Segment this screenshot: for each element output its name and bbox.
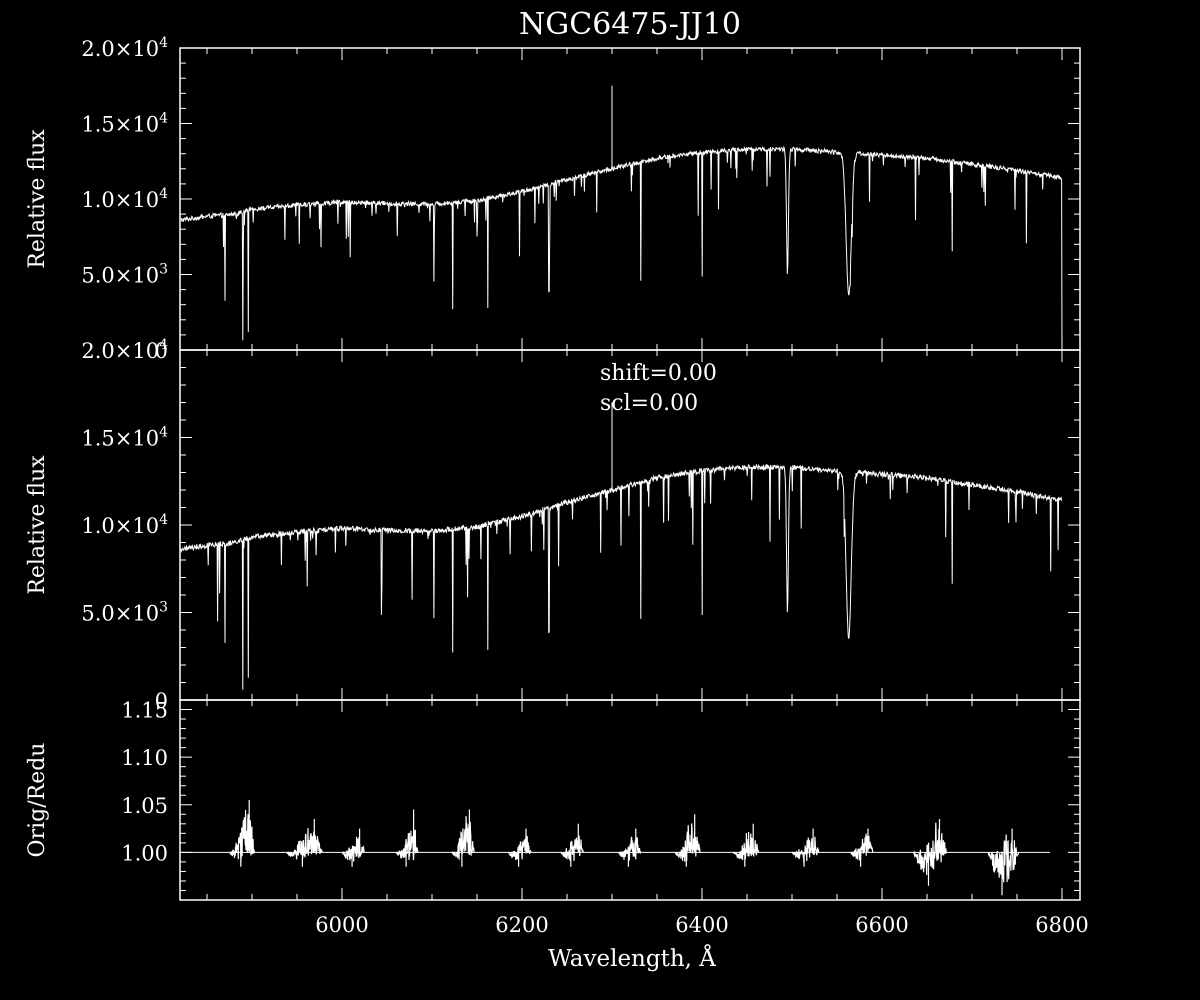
y-tick-label-exponent: 4 bbox=[159, 186, 168, 202]
x-tick-label: 6600 bbox=[855, 913, 908, 937]
y-tick-label-text: 0 bbox=[155, 339, 168, 363]
y-tick-label: 1.10 bbox=[121, 746, 168, 770]
y-tick-label-exponent: 4 bbox=[159, 425, 168, 441]
top-ylabel: Relative flux bbox=[25, 129, 50, 269]
y-tick-label-text: 1.00 bbox=[121, 841, 168, 865]
y-tick-label-exponent: 4 bbox=[159, 35, 168, 51]
ratio-segment bbox=[395, 809, 419, 867]
middle-ylabel: Relative flux bbox=[25, 455, 50, 595]
y-tick-label: 1.0×104 bbox=[81, 512, 168, 538]
top-frame bbox=[179, 47, 1081, 351]
ratio-segment bbox=[791, 828, 820, 867]
y-tick-label: 0 bbox=[155, 689, 168, 713]
bottom-panel: 1.00 1.05 1.10 1.15 Orig/Redu 6000 6200 6400 660… bbox=[25, 699, 1089, 972]
y-tick-label-text: 5.0×10 bbox=[81, 264, 159, 288]
y-tick-label-text: 1.5×10 bbox=[81, 113, 159, 137]
y-tick-label: 1.5×104 bbox=[81, 111, 168, 137]
y-tick-label: 0 bbox=[155, 339, 168, 363]
y-tick-label: 5.0×103 bbox=[81, 262, 168, 288]
middle-spectrum-line bbox=[179, 463, 1063, 690]
annotation-1: scl=0.00 bbox=[600, 391, 698, 416]
ratio-segment bbox=[674, 814, 701, 867]
y-tick-label-text: 1.10 bbox=[121, 746, 168, 770]
annotation-0: shift=0.00 bbox=[600, 361, 717, 386]
ratio-segment bbox=[732, 823, 760, 867]
y-tick-label: 2.0×104 bbox=[81, 337, 168, 363]
x-axis-label: Wavelength, Å bbox=[548, 944, 716, 972]
x-tick-label: 6400 bbox=[675, 913, 728, 937]
ratio-segment bbox=[560, 823, 584, 867]
ratio-segment bbox=[341, 828, 365, 867]
y-tick-label-text: 1.5×10 bbox=[81, 427, 159, 451]
y-tick-label-exponent: 4 bbox=[159, 512, 168, 528]
x-tick-label: 6000 bbox=[315, 913, 368, 937]
ratio-segment bbox=[508, 828, 532, 867]
y-tick-label-text: 1.0×10 bbox=[81, 514, 159, 538]
y-tick-label: 1.0×104 bbox=[81, 186, 168, 212]
y-tick-label: 1.00 bbox=[121, 841, 168, 865]
y-tick-label-text: 1.15 bbox=[121, 699, 168, 723]
y-tick-label-exponent: 3 bbox=[159, 600, 168, 616]
ratio-segment bbox=[912, 819, 948, 886]
y-tick-label-text: 2.0×10 bbox=[81, 339, 159, 363]
y-tick-label: 2.0×104 bbox=[81, 35, 168, 61]
y-tick-label-exponent: 3 bbox=[159, 262, 168, 278]
chart-title: NGC6475-JJ10 bbox=[519, 7, 741, 42]
x-tick-label: 6200 bbox=[495, 913, 548, 937]
ratio-segment bbox=[451, 809, 475, 867]
bottom-frame bbox=[179, 699, 1081, 901]
ratio-segment bbox=[987, 828, 1020, 896]
y-tick-label: 1.5×104 bbox=[81, 425, 168, 451]
y-tick-label-text: 1.05 bbox=[121, 794, 168, 818]
ratio-segment bbox=[229, 800, 256, 867]
y-tick-label-exponent: 4 bbox=[159, 111, 168, 127]
y-tick-label-text: 5.0×10 bbox=[81, 602, 159, 626]
bottom-ylabel: Orig/Redu bbox=[25, 743, 50, 858]
y-tick-label: 5.0×103 bbox=[81, 600, 168, 626]
y-tick-label-exponent: 4 bbox=[159, 337, 168, 353]
ratio-segment bbox=[285, 819, 323, 867]
y-tick-label-text: 1.0×10 bbox=[81, 188, 159, 212]
y-tick-label: 1.15 bbox=[121, 699, 168, 723]
y-tick-label: 1.05 bbox=[121, 794, 168, 818]
x-tick-label: 6800 bbox=[1035, 913, 1088, 937]
ratio-segment bbox=[850, 828, 874, 867]
ratio-segment bbox=[618, 828, 642, 867]
y-tick-label-text: 2.0×10 bbox=[81, 37, 159, 61]
top-spectrum-line bbox=[180, 145, 1063, 351]
y-tick-label-text: 0 bbox=[155, 689, 168, 713]
